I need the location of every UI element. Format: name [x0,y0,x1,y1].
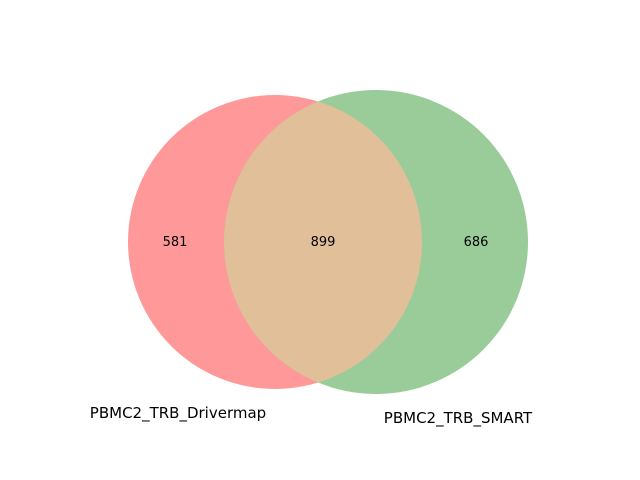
count-smart-only: 686 [464,235,489,250]
count-drivermap-only: 581 [163,235,188,250]
set-label-smart: PBMC2_TRB_SMART [384,409,533,428]
count-overlap: 899 [311,235,336,250]
set-overlap-region [224,95,422,389]
set-label-drivermap: PBMC2_TRB_Drivermap [90,404,266,423]
